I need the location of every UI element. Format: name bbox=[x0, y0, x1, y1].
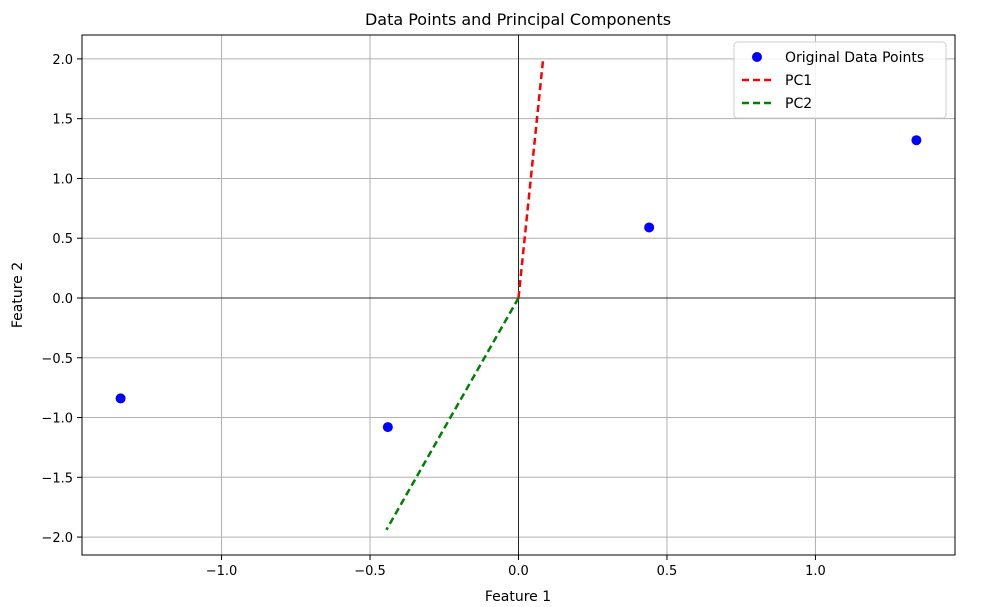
x-axis-ticks: −1.0 −0.5 0.0 0.5 1.0 bbox=[206, 555, 826, 579]
legend-marker-original-data-points bbox=[752, 52, 762, 62]
x-tick-label: 1.0 bbox=[805, 564, 826, 579]
y-tick-label: −1.0 bbox=[41, 412, 73, 427]
principal-component-lines bbox=[385, 58, 545, 531]
chart-title: Data Points and Principal Components bbox=[365, 10, 671, 29]
series-line-pc1 bbox=[517, 58, 545, 299]
y-tick-label: 0.5 bbox=[52, 232, 73, 247]
y-tick-label: −1.5 bbox=[41, 471, 73, 486]
data-point bbox=[644, 222, 655, 233]
legend: Original Data Points PC1 PC2 bbox=[733, 41, 947, 119]
data-points bbox=[115, 135, 922, 433]
y-axis-label: Feature 2 bbox=[10, 262, 26, 328]
legend-label-pc1: PC1 bbox=[785, 73, 812, 89]
x-tick-label: 0.5 bbox=[657, 564, 678, 579]
x-axis-label: Feature 1 bbox=[485, 589, 551, 605]
series-line-pc2 bbox=[385, 297, 520, 531]
y-tick-label: 1.0 bbox=[52, 172, 73, 187]
x-tick-label: −0.5 bbox=[354, 564, 386, 579]
data-point bbox=[115, 393, 126, 404]
data-point bbox=[382, 422, 393, 433]
y-tick-label: −0.5 bbox=[41, 352, 73, 367]
y-tick-label: −2.0 bbox=[41, 531, 73, 546]
x-tick-label: 0.0 bbox=[508, 564, 529, 579]
y-tick-label: 0.0 bbox=[52, 292, 73, 307]
y-tick-label: 2.0 bbox=[52, 53, 73, 68]
data-point bbox=[911, 135, 922, 146]
y-tick-label: 1.5 bbox=[52, 113, 73, 128]
legend-label-pc2: PC2 bbox=[785, 96, 812, 112]
y-axis-ticks: 2.0 1.5 1.0 0.5 0.0 −0.5 −1.0 −1.5 −2.0 bbox=[41, 53, 82, 546]
x-tick-label: −1.0 bbox=[206, 564, 238, 579]
legend-box bbox=[733, 41, 947, 119]
legend-label-original-data-points: Original Data Points bbox=[785, 50, 924, 66]
